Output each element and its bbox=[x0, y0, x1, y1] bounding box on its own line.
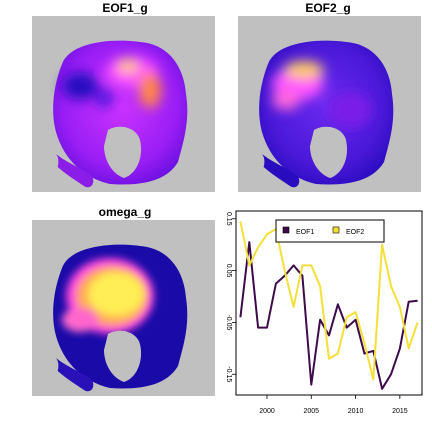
y-tick-label: -0.15 bbox=[225, 366, 232, 382]
omega-map bbox=[32, 220, 215, 396]
eof1-map-anomalies bbox=[62, 57, 161, 108]
eof2-map bbox=[238, 16, 421, 192]
eof2-map-anomalies bbox=[272, 61, 372, 128]
omega-map-title: omega_g bbox=[98, 205, 152, 219]
eof2-map-land-nw bbox=[248, 52, 268, 66]
eof1-map-ocean-spur bbox=[50, 150, 94, 188]
omega-map-greenland bbox=[104, 330, 142, 382]
eof2-map-greenland bbox=[310, 126, 348, 178]
x-tick-label: 2005 bbox=[303, 408, 319, 415]
y-axis: -0.15 -0.05 0.05 0.15 bbox=[225, 212, 236, 382]
omega-map-land-sw bbox=[32, 349, 59, 382]
eof2-map-title: EOF2_g bbox=[305, 1, 351, 15]
x-tick-label: 2010 bbox=[348, 408, 364, 415]
eof2-map-land-sw bbox=[238, 145, 265, 178]
y-tick-label: -0.05 bbox=[225, 314, 232, 330]
x-axis: 2000 2005 2010 2015 bbox=[259, 395, 408, 415]
time-series-lines bbox=[239, 221, 419, 390]
chart-legend: EOF1 EOF2 bbox=[275, 219, 385, 243]
y-tick-label: 0.05 bbox=[225, 264, 232, 278]
x-tick-label: 2000 bbox=[259, 408, 275, 415]
series-line-eof2 bbox=[239, 221, 419, 381]
legend-label-eof2: EOF2 bbox=[346, 229, 364, 236]
time-series-panel: 2000 2005 2010 2015 -0.15 -0.05 0.05 0.15 EOF1… bbox=[225, 210, 423, 415]
eof1-map-land-nw bbox=[42, 52, 62, 66]
series-line-eof1 bbox=[239, 241, 418, 390]
eof2-map-ocean-spur bbox=[256, 150, 300, 188]
omega-map-anomalies bbox=[62, 258, 154, 334]
eof1-map-title: EOF1_g bbox=[102, 1, 148, 15]
y-tick-label: 0.15 bbox=[225, 212, 232, 226]
legend-box bbox=[275, 219, 385, 243]
legend-swatch-eof2 bbox=[332, 226, 340, 234]
x-tick-label: 2015 bbox=[392, 408, 408, 415]
omega-map-land-nw bbox=[42, 256, 62, 270]
eof1-map-land-sw bbox=[32, 145, 59, 178]
eof1-map bbox=[32, 16, 215, 192]
legend-swatch-eof1 bbox=[282, 226, 290, 234]
omega-map-ocean-spur bbox=[50, 354, 94, 392]
legend-label-eof1: EOF1 bbox=[296, 229, 314, 236]
eof1-map-greenland bbox=[104, 126, 142, 178]
